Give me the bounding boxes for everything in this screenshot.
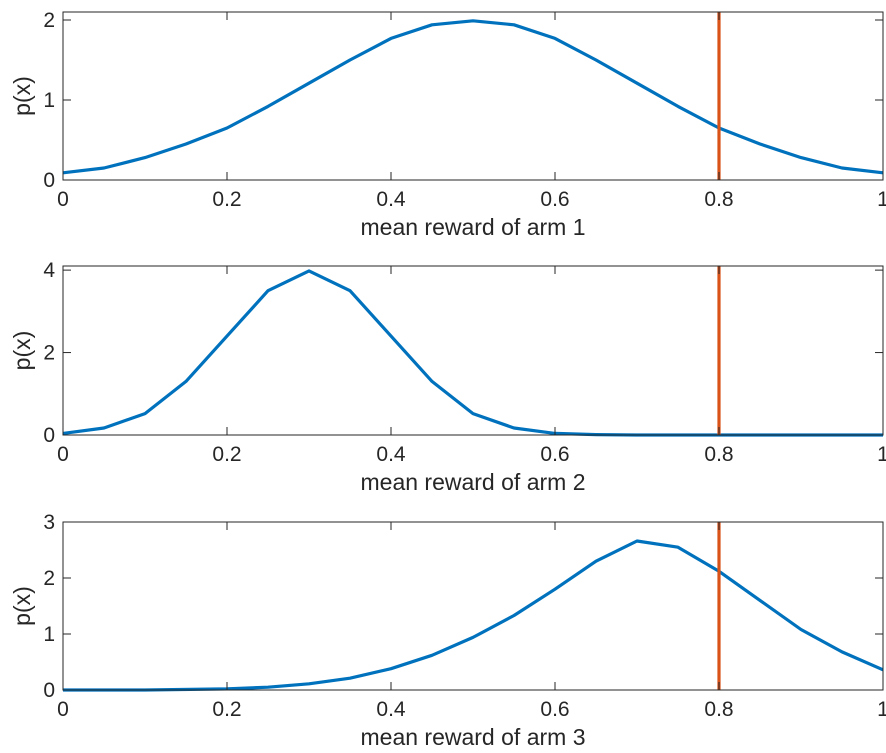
x-tick-label-3: 0.6	[540, 698, 569, 721]
x-tick-label-2: 0	[57, 443, 69, 466]
x-tick-label-1: 0.4	[376, 188, 406, 211]
density-curve-2	[62, 269, 883, 437]
y-tick-label-2: 4	[43, 259, 55, 282]
density-curve-3	[63, 539, 884, 692]
x-tick-label-1: 0.2	[212, 188, 241, 211]
x-tick-label-1: 0.8	[704, 188, 733, 211]
plot-frame-3	[62, 521, 884, 691]
y-axis-label-1: p(x)	[9, 76, 35, 116]
plot-frame-1	[62, 11, 884, 181]
x-tick-label-3: 1	[877, 698, 886, 721]
y-tick-label-3: 0	[43, 679, 55, 702]
y-tick-label-3: 2	[43, 567, 55, 590]
x-tick-label-2: 0.6	[540, 443, 569, 466]
x-tick-label-3: 0.8	[704, 698, 733, 721]
x-tick-label-3: 0.4	[376, 698, 406, 721]
x-tick-label-3: 0	[57, 698, 69, 721]
x-tick-label-2: 0.4	[376, 443, 406, 466]
x-tick-label-2: 0.2	[212, 443, 241, 466]
y-tick-label-3: 3	[43, 511, 55, 534]
y-tick-label-1: 1	[43, 89, 55, 112]
y-tick-label-2: 2	[43, 342, 55, 365]
plot-frame-2	[62, 265, 884, 436]
y-tick-label-1: 2	[43, 9, 55, 32]
y-tick-label-3: 1	[43, 623, 55, 646]
x-tick-label-1: 0	[57, 188, 69, 211]
x-axis-label-1: mean reward of arm 1	[361, 214, 586, 240]
y-axis-label-2: p(x)	[9, 331, 35, 371]
density-curve-1	[62, 19, 884, 175]
y-axis-label-3: p(x)	[9, 586, 35, 626]
x-tick-label-1: 0.6	[540, 188, 569, 211]
x-axis-label-3: mean reward of arm 3	[361, 724, 586, 750]
x-axis-label-2: mean reward of arm 2	[361, 469, 586, 495]
x-tick-label-2: 1	[877, 443, 886, 466]
y-tick-label-1: 0	[43, 169, 55, 192]
y-tick-label-2: 0	[43, 424, 55, 447]
x-tick-label-1: 1	[877, 188, 886, 211]
x-tick-label-2: 0.8	[704, 443, 733, 466]
x-tick-label-3: 0.2	[212, 698, 241, 721]
